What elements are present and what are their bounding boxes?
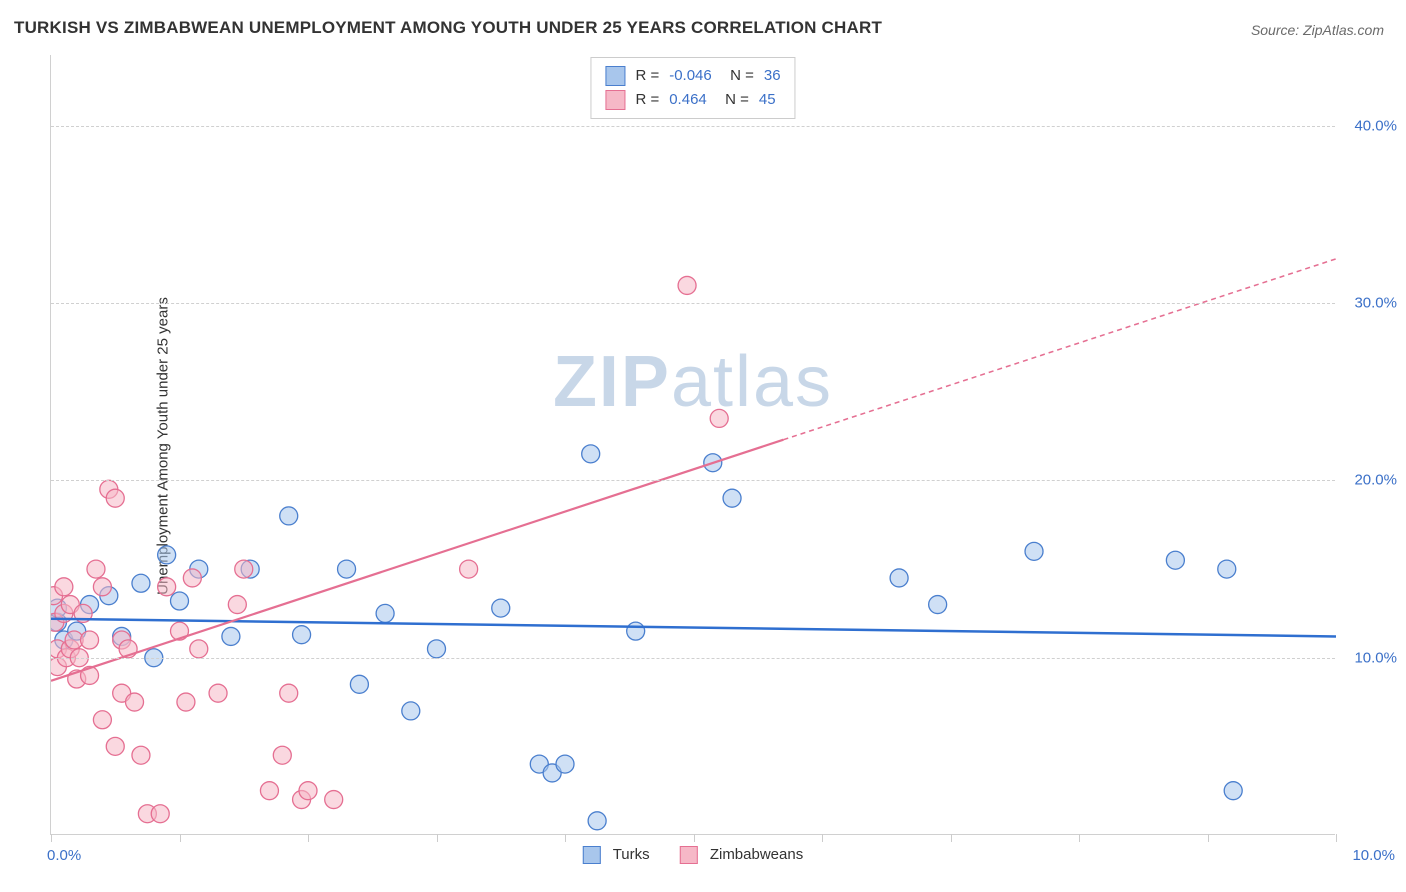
data-point	[376, 604, 394, 622]
data-point	[158, 546, 176, 564]
x-tick	[694, 834, 695, 842]
legend-item-turks: Turks	[583, 846, 650, 864]
source-attribution: Source: ZipAtlas.com	[1251, 22, 1384, 38]
x-tick	[1336, 834, 1337, 842]
legend-swatch-turks	[583, 846, 601, 864]
data-point	[177, 693, 195, 711]
x-tick	[1208, 834, 1209, 842]
data-point	[132, 574, 150, 592]
data-point	[890, 569, 908, 587]
stats-row-zimbabweans: R = 0.464 N = 45	[605, 88, 780, 112]
data-point	[93, 711, 111, 729]
y-tick-label: 10.0%	[1354, 649, 1397, 666]
data-point	[106, 489, 124, 507]
x-tick	[951, 834, 952, 842]
data-point	[93, 578, 111, 596]
data-point	[87, 560, 105, 578]
data-point	[929, 596, 947, 614]
y-tick-label: 20.0%	[1354, 472, 1397, 489]
data-point	[723, 489, 741, 507]
x-tick	[437, 834, 438, 842]
x-axis-max-label: 10.0%	[1352, 847, 1395, 864]
x-tick	[1079, 834, 1080, 842]
data-point	[678, 276, 696, 294]
data-point	[1218, 560, 1236, 578]
data-point	[588, 812, 606, 830]
data-point	[710, 409, 728, 427]
x-tick	[308, 834, 309, 842]
data-point	[582, 445, 600, 463]
x-tick	[565, 834, 566, 842]
gridline	[51, 658, 1335, 659]
data-point	[171, 592, 189, 610]
data-point	[293, 626, 311, 644]
data-point	[209, 684, 227, 702]
swatch-turks	[605, 66, 625, 86]
data-point	[158, 578, 176, 596]
gridline	[51, 480, 1335, 481]
scatter-plot-svg	[51, 55, 1336, 835]
r-value-turks: -0.046	[669, 64, 712, 88]
data-point	[132, 746, 150, 764]
legend-label-turks: Turks	[613, 846, 650, 863]
data-point	[1224, 782, 1242, 800]
data-point	[1025, 542, 1043, 560]
data-point	[228, 596, 246, 614]
data-point	[183, 569, 201, 587]
n-value-turks: 36	[764, 64, 781, 88]
data-point	[260, 782, 278, 800]
n-value-zimbabweans: 45	[759, 88, 776, 112]
data-point	[106, 737, 124, 755]
gridline	[51, 126, 1335, 127]
legend-bottom: Turks Zimbabweans	[583, 846, 803, 864]
x-axis-min-label: 0.0%	[47, 847, 81, 864]
r-value-zimbabweans: 0.464	[669, 88, 707, 112]
data-point	[460, 560, 478, 578]
regression-line	[51, 619, 1336, 637]
legend-label-zimbabweans: Zimbabweans	[710, 846, 803, 863]
chart-plot-area: ZIPatlas R = -0.046 N = 36 R = 0.464 N =…	[50, 55, 1335, 835]
x-tick	[180, 834, 181, 842]
data-point	[1166, 551, 1184, 569]
data-point	[492, 599, 510, 617]
stats-legend-box: R = -0.046 N = 36 R = 0.464 N = 45	[590, 57, 795, 119]
x-tick	[51, 834, 52, 842]
legend-item-zimbabweans: Zimbabweans	[680, 846, 804, 864]
legend-swatch-zimbabweans	[680, 846, 698, 864]
data-point	[81, 631, 99, 649]
data-point	[190, 640, 208, 658]
data-point	[299, 782, 317, 800]
data-point	[222, 627, 240, 645]
chart-title: TURKISH VS ZIMBABWEAN UNEMPLOYMENT AMONG…	[14, 18, 882, 38]
data-point	[55, 578, 73, 596]
data-point	[428, 640, 446, 658]
data-point	[402, 702, 420, 720]
data-point	[280, 684, 298, 702]
data-point	[325, 791, 343, 809]
swatch-zimbabweans	[605, 90, 625, 110]
x-tick	[822, 834, 823, 842]
data-point	[338, 560, 356, 578]
regression-extrapolation	[783, 259, 1336, 440]
data-point	[273, 746, 291, 764]
data-point	[235, 560, 253, 578]
data-point	[627, 622, 645, 640]
y-tick-label: 30.0%	[1354, 295, 1397, 312]
stats-row-turks: R = -0.046 N = 36	[605, 64, 780, 88]
data-point	[556, 755, 574, 773]
data-point	[280, 507, 298, 525]
data-point	[151, 805, 169, 823]
y-tick-label: 40.0%	[1354, 117, 1397, 134]
data-point	[126, 693, 144, 711]
gridline	[51, 303, 1335, 304]
data-point	[350, 675, 368, 693]
